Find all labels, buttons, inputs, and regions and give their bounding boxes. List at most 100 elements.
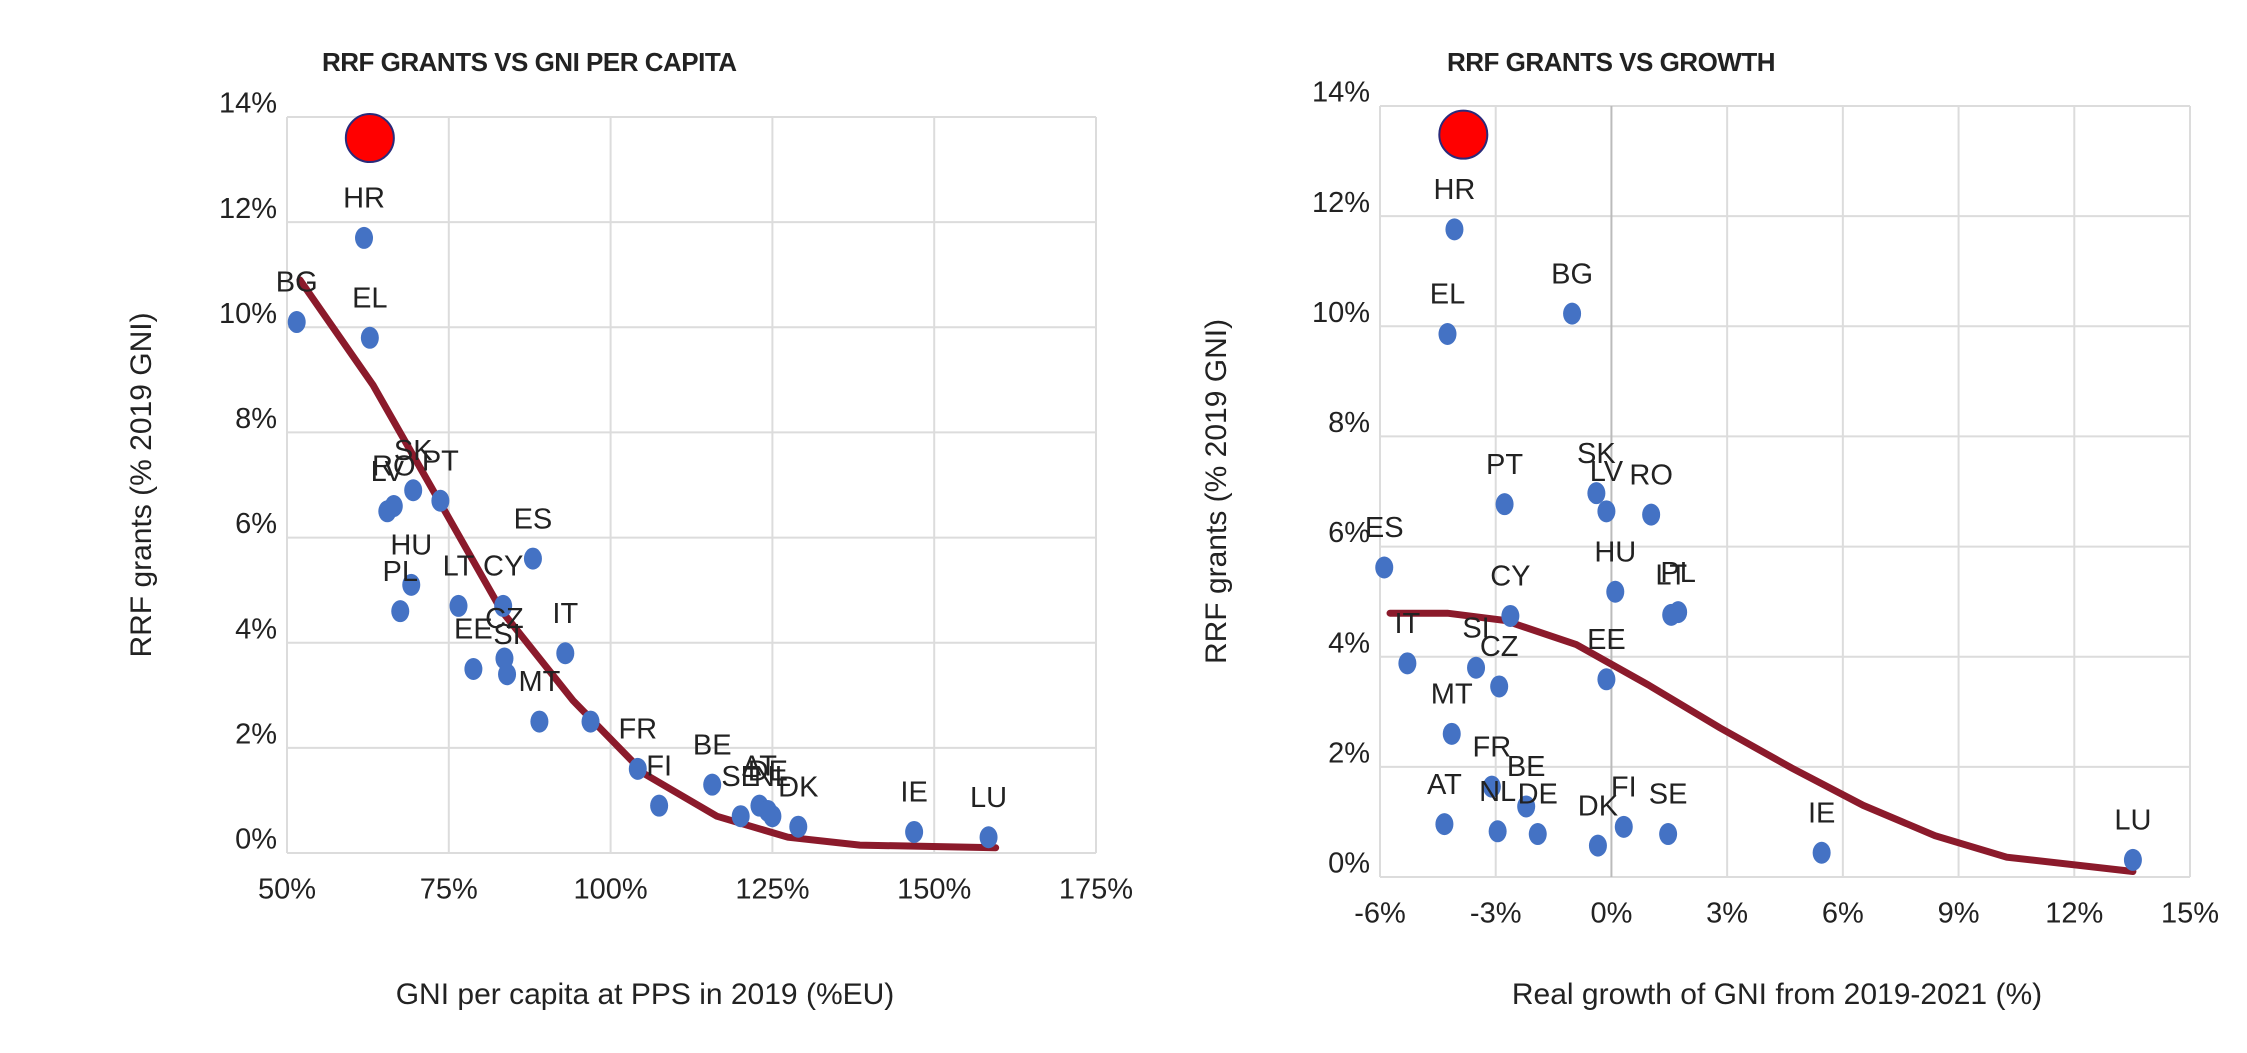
data-point <box>1445 218 1464 241</box>
point-label: AT <box>742 750 777 782</box>
data-point <box>1398 652 1417 675</box>
data-point <box>402 573 421 596</box>
point-label: BE <box>1507 751 1546 783</box>
point-label: NL <box>754 761 791 793</box>
point-label: MT <box>518 666 560 698</box>
highlight-marker <box>1438 109 1489 160</box>
data-point <box>431 489 450 512</box>
data-point <box>1597 668 1616 691</box>
data-point <box>404 479 423 502</box>
data-point <box>360 326 379 349</box>
y-tick-label: 6% <box>1328 517 1370 549</box>
point-label: BG <box>1551 258 1593 290</box>
point-label: PT <box>1486 449 1523 481</box>
data-point <box>1435 813 1454 836</box>
x-tick-label: 12% <box>2045 898 2103 930</box>
x-tick-label: 125% <box>735 874 809 906</box>
point-label: DE <box>1518 779 1558 811</box>
x-tick-label: 3% <box>1706 898 1748 930</box>
point-label: ES <box>514 503 553 535</box>
data-point <box>449 594 468 617</box>
y-tick-label: 12% <box>1312 187 1370 219</box>
y-axis-label: RRF grants (% 2019 GNI) <box>1200 319 1233 664</box>
data-point <box>1642 503 1661 526</box>
data-point <box>1812 841 1831 864</box>
data-point <box>763 805 782 828</box>
data-point <box>581 710 600 733</box>
point-label: EL <box>352 282 387 314</box>
data-point <box>1482 775 1501 798</box>
point-label: EE <box>1587 624 1626 656</box>
data-point <box>1517 795 1536 818</box>
y-tick-label: 4% <box>235 613 277 645</box>
x-tick-label: 100% <box>574 874 648 906</box>
point-label: DK <box>1578 790 1619 822</box>
data-point <box>1501 604 1520 627</box>
point-label: LT <box>1655 560 1687 592</box>
point-label: HR <box>343 183 385 215</box>
point-label: SI <box>1462 612 1489 644</box>
x-axis-label: Real growth of GNI from 2019-2021 (%) <box>1512 978 2042 1011</box>
x-tick-label: -6% <box>1354 898 1406 930</box>
point-label: FR <box>1473 731 1512 763</box>
data-point <box>530 710 549 733</box>
chart-title: RRF GRANTS VS GROWTH <box>1447 47 1775 77</box>
point-label: EE <box>454 614 493 646</box>
point-label: RO <box>372 451 416 483</box>
point-label: LV <box>371 456 405 488</box>
y-tick-label: 14% <box>219 88 277 120</box>
data-point <box>1669 601 1688 624</box>
point-label: CY <box>1490 561 1530 593</box>
data-point <box>979 826 998 849</box>
data-point <box>789 815 808 838</box>
chart-title: RRF GRANTS VS GNI PER CAPITA <box>322 47 737 77</box>
point-label: MT <box>1431 678 1473 710</box>
trend-line <box>296 276 1000 852</box>
data-point <box>287 311 306 334</box>
y-tick-label: 8% <box>235 403 277 435</box>
y-tick-label: 2% <box>1328 738 1370 770</box>
point-label: SK <box>394 435 433 467</box>
data-point <box>2123 848 2142 871</box>
point-label: HU <box>1594 536 1636 568</box>
y-tick-label: 8% <box>1328 407 1370 439</box>
x-tick-label: 150% <box>897 874 971 906</box>
y-tick-label: 0% <box>235 824 277 856</box>
point-label: SE <box>721 761 760 793</box>
y-tick-label: 10% <box>219 298 277 330</box>
point-label: HU <box>390 530 432 562</box>
data-point <box>1659 823 1678 846</box>
point-label: PL <box>383 556 418 588</box>
point-label: FI <box>646 750 672 782</box>
x-tick-label: 50% <box>258 874 316 906</box>
data-point <box>494 594 513 617</box>
x-tick-label: 175% <box>1059 874 1133 906</box>
point-label: IE <box>1808 797 1835 829</box>
point-label: SK <box>1577 438 1616 470</box>
point-label: DE <box>748 756 788 788</box>
point-label: LT <box>443 551 475 583</box>
y-tick-label: 0% <box>1328 848 1370 880</box>
point-label: PL <box>1660 557 1695 589</box>
trend-line <box>1386 609 2137 875</box>
point-label: HR <box>1433 174 1475 206</box>
data-point <box>731 805 750 828</box>
data-point <box>1606 580 1625 603</box>
data-point <box>650 794 669 817</box>
data-point <box>1563 302 1582 325</box>
point-label: FR <box>618 714 657 746</box>
point-label: IE <box>900 777 927 809</box>
point-label: LU <box>970 782 1007 814</box>
chart: RRF GRANTS VS GNI PER CAPITA 0% 2% 4% 6% 8% 10… <box>125 47 1133 1011</box>
point-label: AT <box>1427 769 1462 801</box>
data-point <box>628 757 647 780</box>
point-label: BE <box>693 729 732 761</box>
data-point <box>391 600 410 623</box>
x-tick-label: 6% <box>1822 898 1864 930</box>
data-point <box>905 820 924 843</box>
point-label: ES <box>1365 512 1404 544</box>
point-label: RO <box>1629 459 1673 491</box>
data-point <box>1442 722 1461 745</box>
data-point <box>1528 823 1547 846</box>
